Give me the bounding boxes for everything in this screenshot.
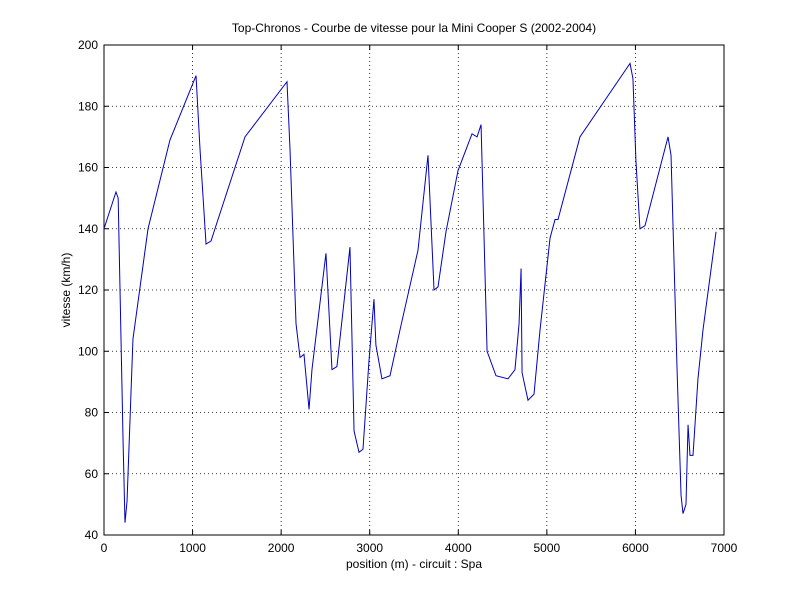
x-tick-label: 7000 <box>711 541 738 555</box>
x-tick-label: 6000 <box>622 541 649 555</box>
x-tick-label: 3000 <box>356 541 383 555</box>
x-tick-label: 4000 <box>445 541 472 555</box>
y-tick-label: 140 <box>78 222 98 236</box>
x-axis-label: position (m) - circuit : Spa <box>346 557 482 571</box>
speed-line <box>103 62 717 523</box>
y-tick-label: 180 <box>78 99 98 113</box>
plot-frame <box>103 44 725 536</box>
y-tick-label: 120 <box>78 283 98 297</box>
x-tick-label: 0 <box>101 541 108 555</box>
x-tick-label: 5000 <box>534 541 561 555</box>
x-tick-label: 2000 <box>268 541 295 555</box>
y-tick-label: 60 <box>85 467 99 481</box>
y-axis-label: vitesse (km/h) <box>59 253 73 328</box>
y-tick-label: 40 <box>85 528 99 542</box>
y-tick-label: 160 <box>78 161 98 175</box>
y-tick-label: 200 <box>78 38 98 52</box>
x-tick-label: 1000 <box>179 541 206 555</box>
y-tick-label: 80 <box>85 406 99 420</box>
y-tick-label: 100 <box>78 344 98 358</box>
chart-title: Top-Chronos - Courbe de vitesse pour la … <box>232 21 596 35</box>
